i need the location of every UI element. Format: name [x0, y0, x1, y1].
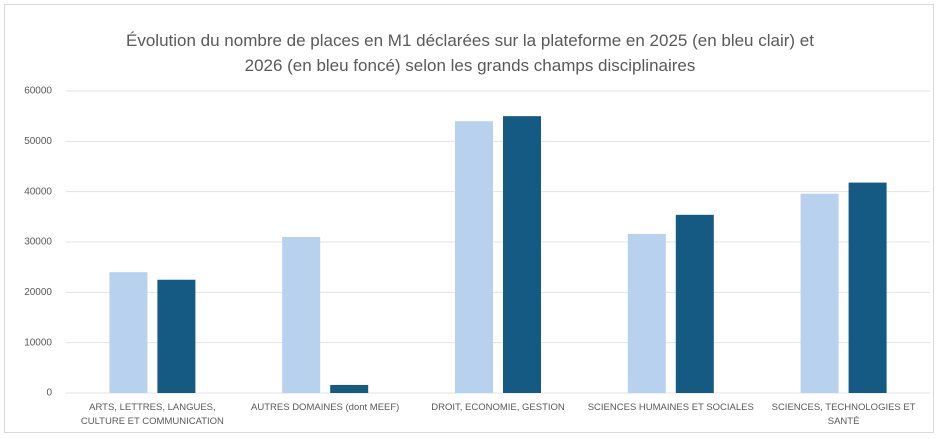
- chart-title: Évolution du nombre de places en M1 décl…: [126, 31, 814, 75]
- y-tick-label: 20000: [24, 287, 52, 298]
- bar: [109, 272, 148, 393]
- bar: [157, 279, 196, 393]
- bar: [330, 384, 369, 393]
- x-tick-label: SCIENCES HUMAINES ET SOCIALES: [587, 402, 754, 413]
- bar: [282, 236, 321, 393]
- x-tick-label-box: DROIT, ECONOMIE, GESTION: [431, 402, 565, 413]
- x-tick-label: SCIENCES, TECHNOLOGIES ET SANTÉ: [771, 402, 916, 427]
- x-tick-label-box: AUTRES DOMAINES (dont MEEF): [251, 402, 400, 413]
- bar: [503, 116, 541, 394]
- bar: [848, 182, 887, 393]
- x-tick-label: DROIT, ECONOMIE, GESTION: [431, 402, 565, 413]
- y-tick-label: 40000: [24, 186, 52, 197]
- y-tick-label: 30000: [24, 237, 52, 248]
- chart-frame: [4, 4, 934, 433]
- y-tick-label: 10000: [24, 337, 52, 348]
- x-tick-label-box: ARTS, LETTRES, LANGUES, CULTURE ET COMMU…: [80, 402, 224, 427]
- x-tick-label-box: SCIENCES, TECHNOLOGIES ET SANTÉ: [771, 402, 916, 427]
- y-tick-label: 60000: [24, 86, 52, 97]
- x-tick-label: AUTRES DOMAINES (dont MEEF): [251, 402, 400, 413]
- y-tick-label: 0: [46, 388, 52, 399]
- bar: [455, 121, 493, 393]
- bar: [627, 233, 666, 393]
- x-tick-label-box: SCIENCES HUMAINES ET SOCIALES: [587, 402, 754, 413]
- bar: [800, 193, 839, 393]
- y-tick-label: 50000: [24, 136, 52, 147]
- bar: [675, 214, 714, 393]
- x-tick-label: ARTS, LETTRES, LANGUES, CULTURE ET COMMU…: [80, 402, 224, 427]
